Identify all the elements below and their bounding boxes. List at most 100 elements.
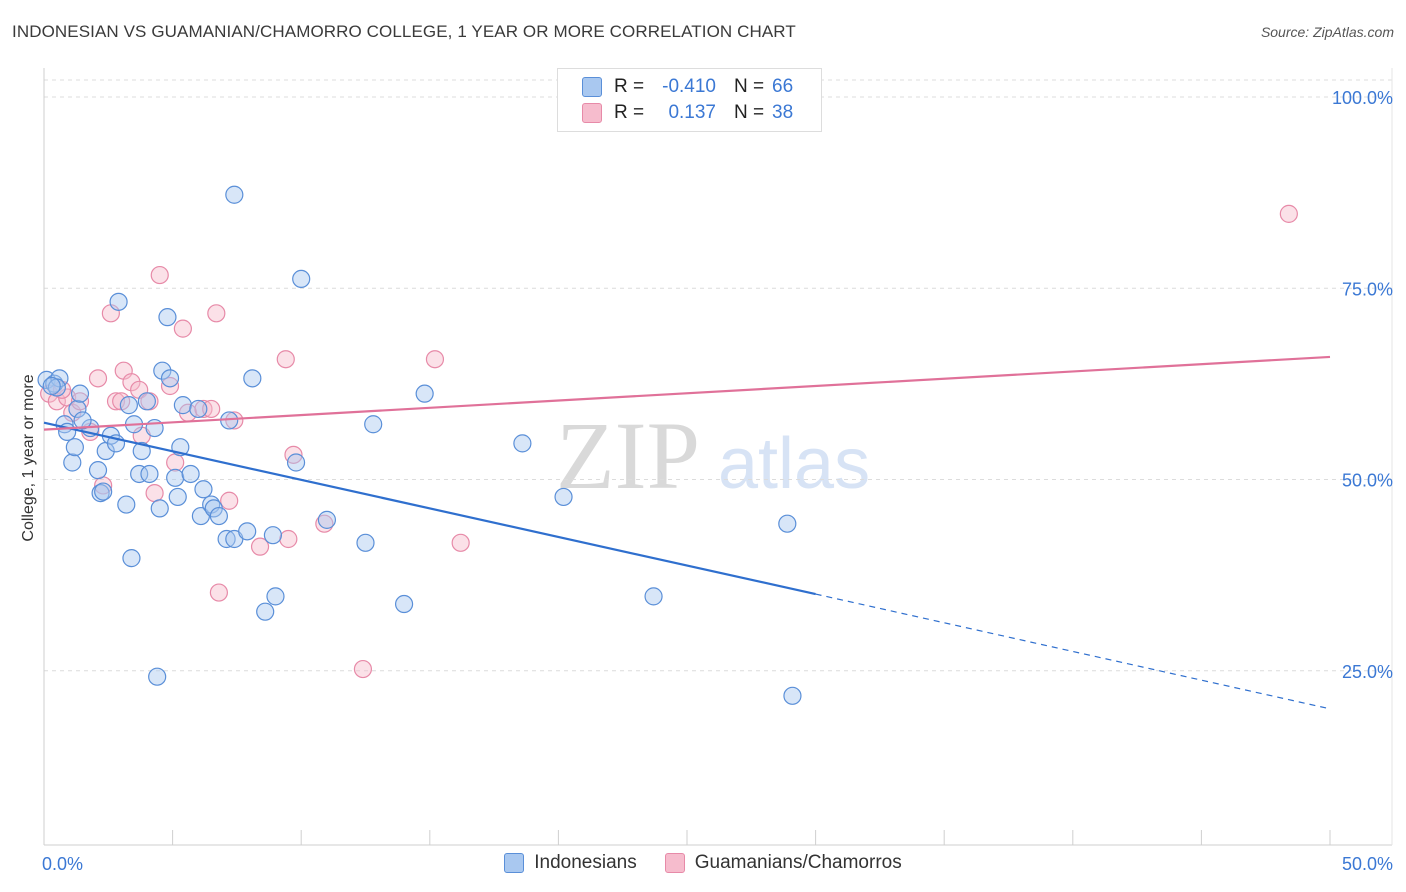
indonesian-point bbox=[73, 411, 92, 430]
trend-lines bbox=[43, 355, 1331, 710]
legend-swatch-pink bbox=[664, 853, 685, 873]
indonesian-point bbox=[158, 308, 177, 327]
watermark-zip: ZIP bbox=[556, 402, 700, 509]
legend-row-guamanians: R = 0.137 N = 38 bbox=[582, 100, 793, 126]
indonesian-point bbox=[189, 399, 208, 419]
indonesian-point bbox=[168, 487, 187, 507]
indonesian-point bbox=[109, 292, 128, 311]
indonesian-point bbox=[68, 399, 87, 419]
indonesian-point bbox=[356, 533, 375, 552]
indonesian-point bbox=[63, 453, 82, 472]
indonesian-point bbox=[286, 453, 306, 472]
indonesian-point bbox=[88, 461, 108, 480]
guamanian-point bbox=[122, 373, 141, 392]
indonesian-point bbox=[150, 499, 169, 518]
legend-r-label: R = bbox=[614, 76, 645, 97]
y-tick-label: 25.0% bbox=[1342, 662, 1393, 682]
indonesian-point bbox=[119, 396, 138, 415]
legend-r-value: 0.137 bbox=[668, 102, 716, 123]
legend-r-label: R = bbox=[614, 102, 645, 123]
source-label: Source: ZipAtlas.com bbox=[1260, 24, 1394, 40]
guamanian-point bbox=[166, 453, 185, 472]
guamanian-point bbox=[160, 376, 180, 396]
indonesian-point bbox=[217, 529, 236, 549]
indonesian-point bbox=[238, 522, 257, 541]
indonesian-point bbox=[394, 594, 414, 614]
indonesian-point bbox=[225, 185, 244, 204]
legend-n-label: N = bbox=[734, 102, 765, 123]
indonesian-point bbox=[783, 686, 802, 705]
indonesian-trend-extension bbox=[815, 593, 1331, 710]
indonesian-point bbox=[153, 361, 172, 380]
indonesian-point bbox=[137, 392, 156, 411]
guamanian-point bbox=[150, 265, 169, 285]
indonesian-point bbox=[160, 369, 180, 388]
guamanian-point bbox=[250, 537, 270, 556]
indonesian-point bbox=[317, 510, 337, 529]
axes bbox=[43, 68, 1393, 846]
guamanian-point bbox=[209, 583, 228, 602]
indonesian-point bbox=[415, 384, 434, 403]
guamanian-point bbox=[276, 350, 295, 369]
tick-labels: 100.0% 75.0% 50.0% 25.0% 0.0% 50.0% bbox=[42, 88, 1393, 874]
indonesian-points bbox=[37, 185, 802, 705]
legend-n-label: N = bbox=[734, 76, 765, 97]
indonesian-point bbox=[554, 487, 573, 507]
legend-swatch-blue bbox=[582, 77, 602, 97]
guamanian-trend-line bbox=[43, 355, 1331, 431]
indonesian-point bbox=[70, 384, 90, 403]
guamanian-point bbox=[88, 369, 108, 388]
legend-item-indonesians: Indonesians bbox=[504, 852, 637, 874]
correlation-legend: R = -0.410 N = 66 R = 0.137 N = 38 bbox=[557, 68, 822, 132]
y-tick-label: 75.0% bbox=[1342, 279, 1393, 299]
guamanian-point bbox=[279, 529, 298, 549]
indonesian-point bbox=[256, 602, 275, 621]
y-axis-label: College, 1 year or more bbox=[20, 374, 37, 542]
watermark: ZIP atlas bbox=[556, 402, 870, 509]
indonesian-point bbox=[181, 464, 200, 484]
indonesian-point bbox=[266, 587, 285, 606]
x-tick-label: 0.0% bbox=[42, 854, 83, 874]
indonesian-trend-line bbox=[43, 421, 816, 596]
indonesian-point bbox=[132, 441, 151, 461]
guamanian-point bbox=[425, 350, 445, 369]
indonesian-point bbox=[194, 480, 213, 499]
indonesian-point bbox=[42, 376, 61, 396]
legend-item-guamanians: Guamanians/Chamorros bbox=[664, 852, 902, 874]
indonesian-point bbox=[130, 464, 149, 484]
legend-label-indonesians: Indonesians bbox=[534, 852, 637, 873]
indonesian-point bbox=[117, 495, 136, 514]
guamanian-point bbox=[173, 319, 192, 338]
guamanian-point bbox=[1279, 204, 1298, 223]
indonesian-point bbox=[94, 482, 113, 501]
guamanian-point bbox=[207, 304, 226, 323]
legend-swatch-pink bbox=[582, 103, 602, 123]
indonesian-point bbox=[122, 549, 141, 568]
indonesian-point bbox=[148, 667, 167, 686]
guamanian-point bbox=[220, 491, 239, 510]
legend-n-value: 66 bbox=[772, 76, 794, 97]
guamanian-point bbox=[194, 399, 213, 419]
watermark-atlas: atlas bbox=[718, 424, 870, 504]
indonesian-point bbox=[243, 369, 262, 388]
guamanian-point bbox=[451, 533, 470, 552]
indonesian-point bbox=[778, 514, 797, 533]
y-tick-label: 100.0% bbox=[1332, 88, 1393, 108]
legend-label-guamanians: Guamanians/Chamorros bbox=[694, 852, 902, 873]
guamanian-point bbox=[145, 484, 164, 503]
y-tick-label: 50.0% bbox=[1342, 471, 1393, 491]
series-legend: Indonesians Guamanians/Chamorros bbox=[0, 852, 1406, 874]
guamanian-point bbox=[353, 659, 373, 679]
legend-swatch-blue bbox=[504, 853, 525, 873]
guamanian-point bbox=[202, 399, 221, 419]
indonesian-point bbox=[364, 415, 383, 434]
indonesian-point bbox=[644, 587, 663, 606]
indonesian-point bbox=[140, 464, 159, 484]
indonesian-point bbox=[209, 506, 228, 526]
indonesian-point bbox=[166, 468, 185, 487]
indonesian-point bbox=[263, 526, 283, 545]
legend-row-indonesians: R = -0.410 N = 66 bbox=[582, 74, 793, 100]
legend-n-value: 38 bbox=[772, 102, 794, 123]
chart-title: INDONESIAN VS GUAMANIAN/CHAMORRO COLLEGE… bbox=[12, 22, 796, 41]
